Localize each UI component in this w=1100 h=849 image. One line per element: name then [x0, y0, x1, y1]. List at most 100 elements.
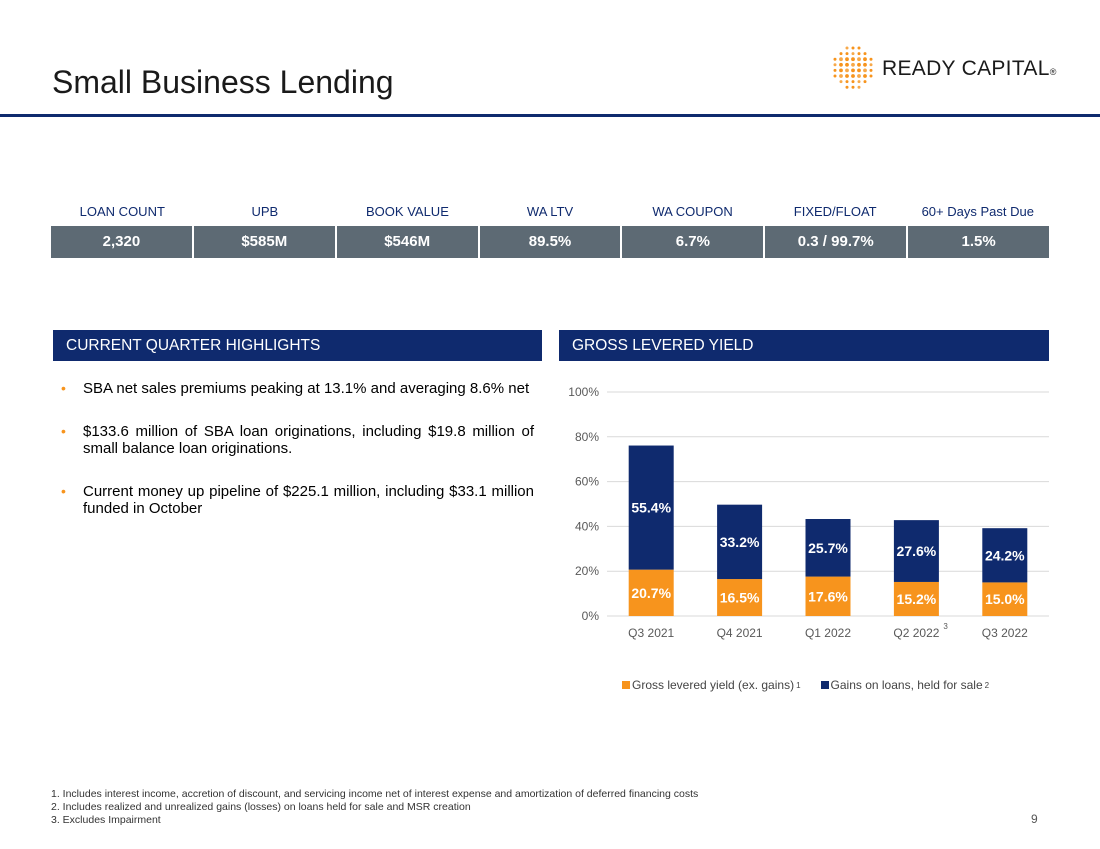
x-tick-label: Q2 2022 [893, 626, 939, 640]
legend-footnote: 2 [984, 680, 990, 690]
highlight-text: Current money up pipeline of $225.1 mill… [83, 483, 534, 517]
bar-data-label: 24.2% [985, 547, 1025, 563]
footnote-1: 1. Includes interest income, accretion o… [51, 788, 699, 800]
legend-footnote: 1 [796, 680, 801, 690]
bar-data-label: 55.4% [631, 500, 671, 516]
metric-value-wa-coupon: 6.7% [622, 226, 766, 258]
logo-dot [845, 85, 849, 89]
logo-dot [869, 63, 873, 67]
logo-dot [851, 46, 855, 50]
logo-dot [851, 80, 855, 84]
logo-dot [833, 57, 837, 61]
x-tick-footnote: 3 [943, 622, 948, 631]
x-tick-label: Q1 2022 [805, 626, 851, 640]
logo-text: READY CAPITAL [882, 57, 1050, 80]
bar-data-label: 15.2% [897, 591, 937, 607]
logo-registered-mark: ® [1049, 67, 1057, 77]
logo-dot [839, 68, 843, 73]
legend-swatch-navy [820, 681, 829, 689]
logo-dot [851, 62, 855, 67]
highlights-list: • SBA net sales premiums peaking at 13.1%… [60, 380, 534, 543]
bar-segment [893, 520, 939, 582]
metrics-header-row: LOAN COUNT UPB BOOK VALUE WA LTV WA COUP… [51, 200, 1049, 224]
logo-dot [863, 57, 867, 62]
x-tick-label: Q3 2022 [982, 626, 1028, 640]
metric-value-past-due: 1.5% [961, 233, 996, 250]
logo-dot [845, 46, 849, 50]
bar-segment [805, 576, 851, 616]
bar-segment [717, 579, 763, 616]
bar-segment [717, 504, 763, 580]
logo-dot [839, 80, 843, 84]
metric-label-loan-count: LOAN COUNT [79, 204, 165, 219]
footnote-3: 3. Excludes Impairment [51, 814, 161, 826]
metric-label-upb: UPB [251, 204, 279, 219]
logo-dot [863, 80, 867, 84]
chart-legend: Gross levered yield (ex. gains) 1 Gains o… [622, 678, 989, 692]
list-item: • Current money up pipeline of $225.1 mil… [60, 483, 534, 517]
bullet-icon: • [61, 380, 66, 396]
logo-dot [845, 80, 849, 84]
logo-dot [857, 52, 861, 56]
list-item: • SBA net sales premiums peaking at 13.1%… [60, 380, 534, 397]
logo-dot [845, 62, 849, 67]
y-tick-label: 60% [575, 475, 599, 489]
metric-value-upb: $585M [194, 226, 337, 258]
bar-data-label: 25.7% [808, 540, 848, 556]
logo-dot [851, 74, 855, 78]
logo-dot [839, 62, 843, 67]
highlights-heading: CURRENT QUARTER HIGHLIGHTS [53, 330, 542, 361]
logo-dot [845, 74, 849, 78]
bar-data-label: 16.5% [720, 590, 760, 606]
logo-dot [863, 74, 867, 78]
legend-item-gains: Gains on loans, held for sale 2 [820, 678, 990, 692]
yield-heading: GROSS LEVERED YIELD [559, 330, 1049, 361]
logo-dot [845, 52, 849, 56]
metric-label-wa-coupon: WA COUPON [652, 204, 733, 219]
ready-capital-logo: READY CAPITAL® [828, 44, 1068, 92]
logo-dot-mark-icon [833, 46, 873, 89]
bar-segment [982, 528, 1028, 583]
metrics-value-row: 2,320 $585M $546M 89.5% 6.7% 0.3 / 99.7%… [51, 226, 1049, 258]
x-tick-label: Q4 2021 [717, 626, 763, 640]
bar-data-label: 27.6% [897, 543, 937, 559]
bar-segment [982, 582, 1028, 616]
bar-segment [628, 445, 674, 570]
metric-value-wa-ltv: 89.5% [480, 226, 623, 258]
logo-dot [869, 57, 873, 61]
legend-label: Gains on loans, held for sale [830, 678, 983, 692]
logo-dot [869, 68, 873, 72]
logo-dot [839, 57, 843, 62]
metric-label-past-due: 60+ Days Past Due [921, 204, 1034, 219]
logo-dot [845, 68, 849, 73]
y-tick-label: 20% [575, 564, 599, 578]
page-title: Small Business Lending [52, 64, 394, 100]
logo-dot [845, 57, 849, 62]
legend-item-gross-yield: Gross levered yield (ex. gains) 1 [622, 678, 801, 692]
title-divider [0, 114, 1100, 117]
y-tick-label: 40% [575, 519, 599, 533]
bullet-icon: • [61, 423, 66, 439]
metric-value-book-value: $546M [337, 226, 480, 258]
logo-dot [857, 68, 861, 73]
metric-value-loan-count: 2,320 [51, 226, 194, 258]
footnotes: 1. Includes interest income, accretion o… [51, 788, 698, 827]
gross-levered-yield-chart: 0% 20% 40% 60% 80% 100% 20.7% 55.4% Q3 2021 16.5%… [560, 370, 1060, 710]
logo-dot [851, 68, 855, 73]
logo-dot [857, 57, 861, 62]
logo-wordmark: READY CAPITAL® [882, 57, 1057, 81]
highlight-text: $133.6 million of SBA loan originations,… [83, 423, 534, 457]
bar-data-label: 15.0% [985, 591, 1025, 607]
chart-canvas: 0% 20% 40% 60% 80% 100% 20.7% 55.4% Q3 2021 16.5%… [568, 385, 1049, 640]
highlight-text: SBA net sales premiums peaking at 13.1% … [83, 380, 530, 397]
logo-dot [863, 62, 867, 67]
bar-data-label: 33.2% [720, 534, 760, 550]
logo-dot [851, 85, 855, 89]
legend-swatch-orange [622, 681, 630, 689]
metric-label-wa-ltv: WA LTV [526, 204, 574, 219]
portfolio-metrics-table: LOAN COUNT UPB BOOK VALUE WA LTV WA COUP… [51, 200, 1049, 258]
bar-segment [805, 519, 851, 577]
bar-data-label: 20.7% [631, 585, 671, 601]
logo-dot [857, 80, 861, 84]
logo-dot [857, 62, 861, 67]
